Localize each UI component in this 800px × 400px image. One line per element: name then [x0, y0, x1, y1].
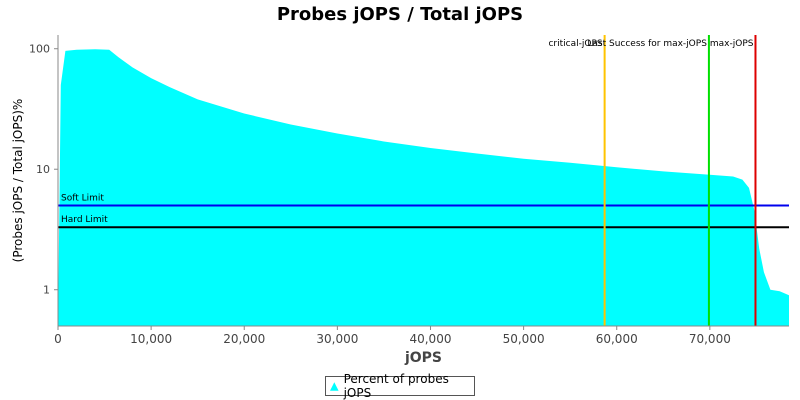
x-tick-label-1: 10,000 [130, 332, 172, 346]
x-axis-label: jOPS [404, 350, 442, 366]
limit-label-1: Hard Limit [61, 215, 108, 225]
series-area-0 [58, 49, 789, 327]
legend-label: Percent of probes jOPS [343, 372, 449, 400]
x-tick-label-4: 40,000 [409, 332, 451, 346]
x-tick-label-3: 30,000 [316, 332, 358, 346]
marker-label-0: critical-jOPS [548, 39, 602, 49]
x-tick-label-2: 20,000 [223, 332, 265, 346]
x-tick-label-5: 50,000 [503, 332, 545, 346]
marker-label-1: Last Success for max-jOPS [587, 39, 707, 49]
legend-swatch-icon [330, 381, 339, 391]
y-axis-label: (Probes jOPS / Total jOPS)% [11, 99, 25, 263]
y-tick-label-1: 10 [36, 163, 50, 176]
y-tick-label-2: 100 [29, 43, 50, 56]
limit-label-0: Soft Limit [61, 194, 104, 204]
x-tick-label-7: 70,000 [689, 332, 731, 346]
x-tick-label-6: 60,000 [596, 332, 638, 346]
chart-title: Probes jOPS / Total jOPS [276, 4, 524, 25]
x-tick-label-0: 0 [54, 332, 62, 346]
marker-label-2: max-jOPS [710, 39, 754, 49]
y-tick-label-0: 1 [43, 284, 50, 297]
legend: Percent of probes jOPS [325, 372, 475, 400]
